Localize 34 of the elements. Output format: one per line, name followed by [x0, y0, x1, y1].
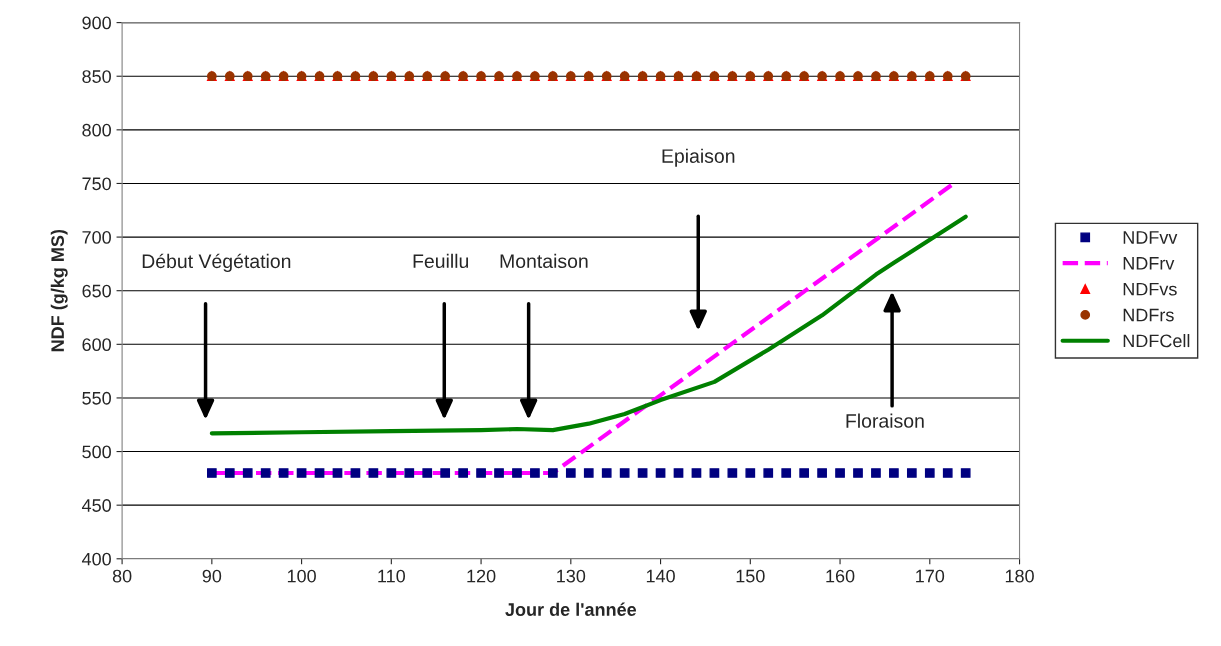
annotation: Montaison [500, 253, 588, 269]
y-tick-label: 450 [81, 499, 111, 512]
x-tick-label: 100 [287, 569, 316, 583]
legend-label: NDFCell [1123, 334, 1190, 348]
x-tick-label: 150 [736, 569, 765, 583]
legend-label: NDFvs [1123, 282, 1177, 296]
x-tick-label: 160 [826, 569, 855, 583]
legend-label: NDFrv [1123, 257, 1175, 270]
x-tick-label: 140 [646, 569, 675, 583]
y-tick-label: 600 [82, 338, 111, 352]
y-tick-label: 900 [82, 16, 111, 30]
y-tick-label: 500 [82, 445, 111, 459]
annotation: Début Végétation [142, 253, 291, 272]
legend-label: NDFrs [1123, 308, 1174, 322]
y-tick-label: 400 [81, 552, 111, 566]
annotation: Feuillu [413, 253, 469, 269]
x-axis-title: Jour de l'année [505, 602, 637, 616]
x-tick-label: 120 [467, 569, 496, 583]
annotation: Floraison [846, 413, 924, 428]
x-tick-label: 180 [1005, 569, 1034, 583]
y-tick-label: 850 [82, 70, 111, 83]
x-tick-label: 80 [112, 569, 132, 583]
y-tick-label: 800 [82, 123, 111, 137]
y-axis-title: NDF (g/kg MS) [50, 229, 68, 352]
x-tick-label: 130 [557, 569, 586, 583]
y-tick-label: 550 [82, 391, 111, 405]
y-tick-label: 750 [82, 177, 111, 191]
x-tick-label: 170 [916, 569, 945, 583]
x-tick-label: 110 [378, 569, 406, 583]
y-tick-label: 700 [82, 231, 111, 244]
x-tick-label: 90 [202, 569, 222, 583]
legend-label: NDFvv [1123, 231, 1178, 244]
y-tick-label: 650 [82, 284, 111, 298]
annotation: Epiaison [662, 148, 735, 167]
